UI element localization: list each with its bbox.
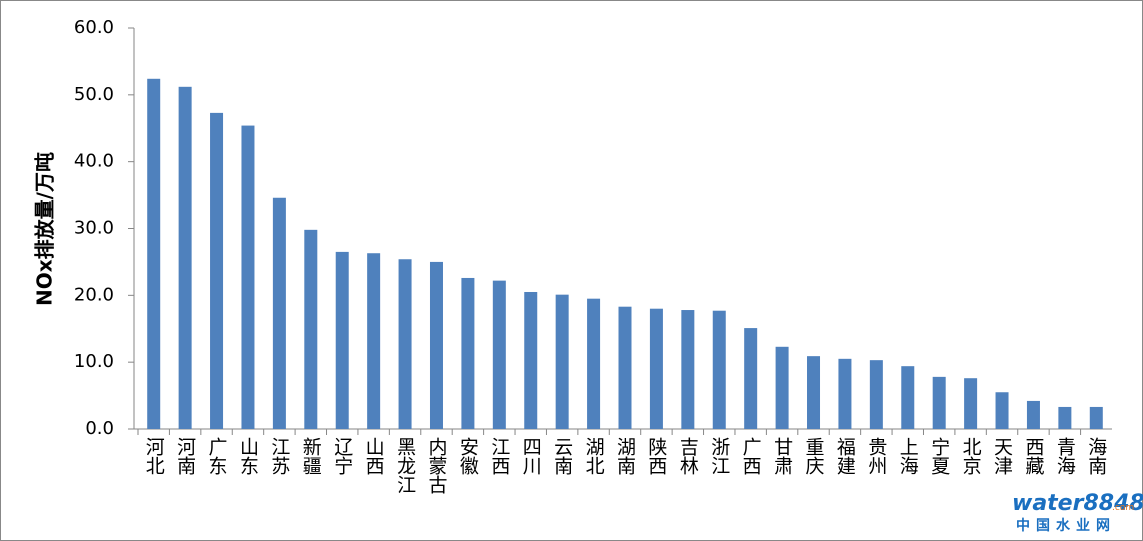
watermark-name: 中国水业网 [1016,517,1116,534]
x-tick-label: 湖北 [583,437,605,475]
x-tick-label: 福建 [834,437,856,475]
bar [744,328,758,429]
x-tick-label: 安徽 [457,437,479,475]
bar [367,253,381,429]
bar [901,366,915,429]
x-tick-label: 上海 [897,437,919,475]
x-tick-label: 天津 [991,437,1013,475]
bar [964,378,978,429]
bar [178,86,192,430]
watermark-brand: water8848 [1012,491,1143,516]
bar [304,229,318,429]
watermark-domain: .com [1112,503,1134,513]
bar [492,280,506,429]
x-tick-label: 河北 [143,437,165,475]
x-tick-label: 湖南 [614,437,636,475]
x-tick-label: 青海 [1054,437,1076,475]
y-tick-label: 10.0 [74,351,114,372]
y-tick-label: 40.0 [74,151,114,172]
x-tick-label: 海南 [1085,437,1107,475]
bar [429,261,443,429]
y-tick-label: 20.0 [74,284,114,305]
x-tick-label: 贵州 [865,437,887,475]
bar [618,306,632,429]
bar [649,308,663,429]
bar [335,251,349,429]
x-tick-label: 浙江 [708,437,730,475]
bar [775,346,789,429]
bar [1058,406,1072,429]
bar [587,298,601,429]
x-tick-label: 云南 [551,437,573,475]
x-tick-label: 宁夏 [928,437,950,475]
bar [1089,406,1103,429]
bar [398,259,412,429]
x-tick-label: 西藏 [1022,437,1044,476]
x-tick-label: 新疆 [300,437,322,475]
bar [1026,400,1040,429]
bar [555,294,569,429]
x-tick-label: 辽宁 [331,437,353,475]
y-tick-label: 30.0 [74,218,114,239]
x-tick-label: 黑龙江 [394,437,416,494]
y-axis-title: NOx排放量/万吨 [33,152,57,306]
x-tick-label: 河南 [174,437,196,475]
y-tick-label: 0.0 [85,418,114,439]
bar [241,125,255,430]
x-tick-label: 四川 [520,437,542,475]
bar [681,310,695,429]
bar [932,376,946,429]
bar [147,78,161,429]
y-tick-label: 50.0 [74,84,114,105]
x-tick-label: 陕西 [645,437,667,475]
bar [838,358,852,429]
x-tick-label: 江苏 [268,437,290,475]
bar [869,360,883,429]
y-tick-label: 60.0 [74,17,114,38]
bar [995,392,1009,429]
x-tick-label: 广东 [206,437,228,475]
bar [712,310,726,429]
x-tick-label: 江西 [488,437,510,475]
x-tick-label: 山西 [363,437,385,475]
x-tick-label: 甘肃 [771,437,793,475]
x-tick-label: 吉林 [677,437,699,475]
x-tick-label: 内蒙古 [425,437,447,494]
bar [210,112,224,430]
x-tick-label: 山东 [237,437,259,475]
bar [272,197,286,429]
x-tick-label: 重庆 [803,437,825,475]
bar [461,277,475,429]
x-tick-label: 广西 [740,437,762,475]
bar [524,291,538,429]
x-tick-label: 北京 [960,437,982,476]
bar [807,356,821,429]
